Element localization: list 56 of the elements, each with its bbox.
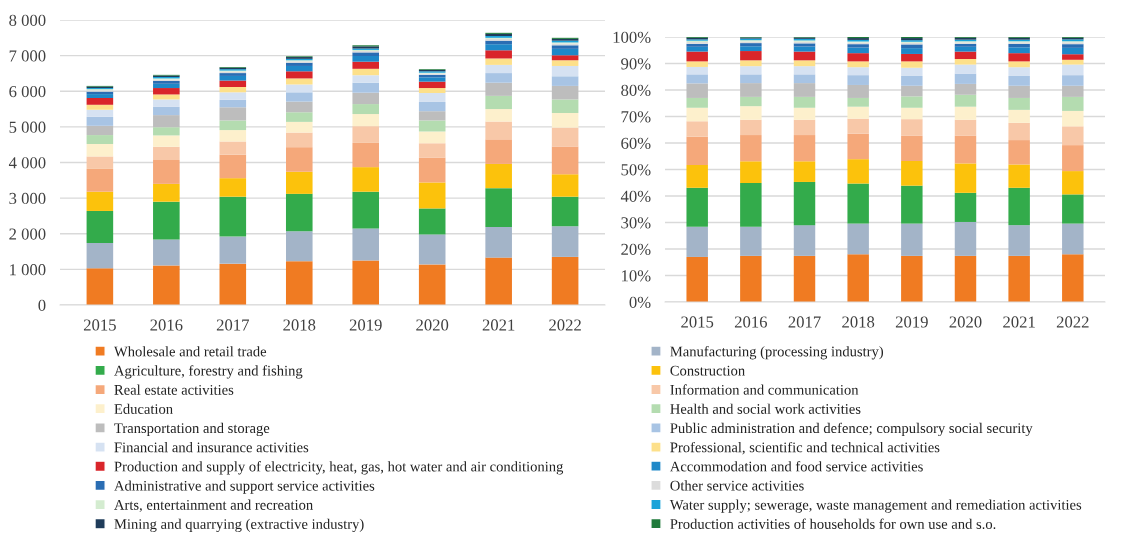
- x-tick-label: 2019: [895, 316, 928, 328]
- x-tick-label: 2019: [349, 319, 382, 331]
- legend-label: Administrative and support service activities: [114, 480, 375, 494]
- y-tick-label: 40%: [620, 190, 651, 202]
- legend-label: Health and social work activities: [670, 403, 861, 414]
- legend-label: Real estate activities: [114, 384, 234, 395]
- y-tick-label: 30%: [621, 217, 651, 229]
- y-tick-label: 7 000: [9, 50, 46, 62]
- legend-label: Public administration and defence; compulsory social security: [670, 422, 1033, 437]
- legend-label: Information and communication: [670, 384, 859, 395]
- x-tick-label: 2016: [734, 316, 768, 328]
- x-tick-label: 2016: [150, 319, 183, 331]
- x-tick-label: 2017: [216, 319, 249, 331]
- x-tick-label: 2018: [842, 316, 875, 328]
- y-tick-label: 50%: [621, 164, 651, 176]
- y-tick-label: 5 000: [9, 121, 46, 133]
- x-tick-label: 2017: [788, 316, 821, 328]
- y-tick-label: 90%: [621, 58, 651, 70]
- y-tick-label: 4 000: [8, 157, 46, 169]
- y-tick-label: 2 000: [9, 228, 46, 240]
- y-tick-label: 3 000: [9, 192, 46, 205]
- legend-label: Professional, scientific and technical activities: [670, 441, 940, 455]
- legend-label: Transportation and storage: [114, 422, 270, 437]
- legend-label: Accommodation and food service activities: [669, 461, 923, 472]
- y-tick-label: 80%: [621, 84, 651, 96]
- legend-label: Other service activities: [670, 480, 804, 491]
- x-tick-label: 2021: [1003, 316, 1035, 328]
- y-tick-label: 20%: [621, 243, 651, 255]
- y-tick-label: 10%: [622, 270, 651, 282]
- legend-label: Financial and insurance activities: [114, 442, 309, 453]
- legend-label: Production and supply of electricity, heat, gas, hot water and air conditioning: [114, 461, 564, 475]
- legend-label: Production activities of households for own use and s.o.: [670, 518, 996, 529]
- y-tick-label: 70%: [621, 111, 651, 123]
- legend-label: Wholesale and retail trade: [113, 346, 267, 357]
- x-tick-label: 2022: [549, 319, 581, 331]
- x-tick-label: 2021: [482, 319, 515, 331]
- y-tick-label: 100%: [613, 31, 651, 43]
- x-tick-label: 2018: [283, 319, 316, 331]
- x-tick-label: 2020: [416, 319, 449, 331]
- y-tick-label: 0: [38, 299, 46, 311]
- x-tick-label: 2020: [949, 316, 982, 328]
- legend-label: Agriculture, forestry and fishing: [114, 365, 303, 379]
- y-tick-label: 6 000: [9, 85, 46, 98]
- y-tick-label: 60%: [621, 137, 651, 149]
- x-tick-label: 2015: [83, 319, 116, 331]
- legend-label: Water supply; sewerage, waste management and remediation activities: [669, 499, 1082, 513]
- y-tick-label: 8 000: [9, 14, 46, 26]
- y-tick-label: 1 000: [10, 264, 46, 276]
- legend-label: Construction: [670, 365, 745, 376]
- legend-label: Mining and quarrying (extractive industry): [114, 518, 364, 532]
- y-tick-label: 0%: [629, 296, 651, 308]
- x-tick-label: 2015: [681, 316, 714, 328]
- legend-label: Manufacturing (processing industry): [670, 346, 884, 360]
- x-tick-label: 2022: [1056, 316, 1089, 328]
- legend-label: Arts, entertainment and recreation: [114, 499, 313, 512]
- legend-label: Education: [114, 403, 173, 414]
